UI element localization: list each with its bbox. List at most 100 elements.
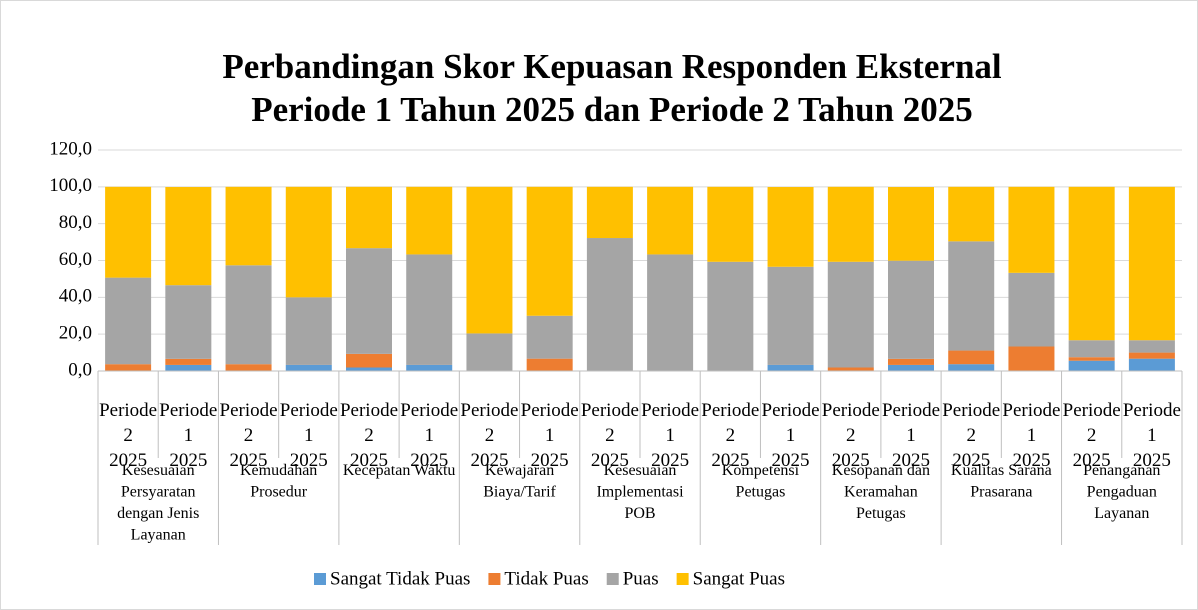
x-tick-label-line: 2025 bbox=[952, 450, 990, 471]
group-label-line: Kewajaran bbox=[485, 462, 554, 479]
x-tick-label-line: 2025 bbox=[470, 450, 508, 471]
bar-segment bbox=[767, 266, 814, 365]
x-tick-label-line: Periode bbox=[701, 400, 759, 421]
bar-segment bbox=[888, 260, 934, 359]
x-tick-label: Periode 1 2025 bbox=[641, 400, 699, 471]
x-tick-label-line: Periode bbox=[159, 400, 217, 421]
x-tick-label-line: Periode bbox=[942, 400, 1000, 421]
bar-segment bbox=[346, 186, 392, 249]
bar-segment bbox=[285, 186, 332, 298]
x-tick-label: Periode 2 2025 bbox=[99, 400, 157, 471]
x-tick-label: Periode 1 2025 bbox=[1123, 400, 1181, 471]
x-tick-label-line: Periode bbox=[1002, 400, 1060, 421]
bar-segment bbox=[105, 277, 152, 365]
legend-label: Puas bbox=[623, 568, 659, 589]
x-tick-label: Periode 2 2025 bbox=[581, 400, 639, 471]
bar-segment bbox=[1068, 360, 1115, 371]
x-tick-label: Periode 2 2025 bbox=[340, 400, 398, 471]
y-tick-label: 120,0 bbox=[49, 138, 92, 159]
bar-segment bbox=[948, 241, 995, 351]
x-tick-label-line: 1 bbox=[184, 425, 194, 446]
x-tick-label-line: Periode bbox=[882, 400, 940, 421]
group-label-line: Biaya/Tarif bbox=[483, 483, 556, 500]
group-label: Kompetensi Petugas bbox=[722, 462, 800, 501]
bar-segment bbox=[526, 358, 573, 371]
x-tick-label-line: Periode bbox=[340, 400, 398, 421]
x-tick-label-line: 2 bbox=[1087, 425, 1097, 446]
bar-segment bbox=[526, 315, 573, 359]
x-tick-label: Periode 2 2025 bbox=[822, 400, 880, 471]
x-tick-label-line: 2025 bbox=[290, 450, 328, 471]
x-tick-label-line: 2025 bbox=[169, 450, 207, 471]
x-tick-label-line: 2025 bbox=[651, 450, 689, 471]
group-label-line: Kemudahan bbox=[240, 462, 317, 479]
group-label: Kesesuaian Implementasi POB bbox=[596, 462, 684, 522]
x-tick-label-line: 2025 bbox=[591, 450, 629, 471]
x-tick-label-line: 2 bbox=[846, 425, 856, 446]
bar-segment bbox=[1008, 346, 1055, 371]
x-tick-label-line: 1 bbox=[786, 425, 796, 446]
x-tick-label-line: Periode bbox=[280, 400, 338, 421]
bar-segment bbox=[767, 364, 814, 371]
legend-label: Sangat Tidak Puas bbox=[330, 568, 470, 589]
x-tick-label-line: 2025 bbox=[1012, 450, 1050, 471]
group-label-line: Layanan bbox=[131, 526, 186, 543]
bar-segment bbox=[466, 186, 513, 334]
legend-label: Tidak Puas bbox=[504, 568, 588, 589]
x-tick-label: Periode 1 2025 bbox=[400, 400, 458, 471]
x-tick-label: Periode 1 2025 bbox=[280, 400, 338, 471]
bar-segment bbox=[165, 358, 212, 365]
bar-segment bbox=[165, 285, 212, 359]
group-label-line: dengan Jenis bbox=[117, 505, 199, 522]
bar-segment bbox=[526, 186, 573, 316]
bar-segment bbox=[406, 186, 453, 255]
y-tick-label: 100,0 bbox=[49, 175, 92, 196]
bar-segment bbox=[586, 238, 633, 371]
bar-segment bbox=[225, 186, 272, 266]
x-tick-label-line: 2 bbox=[966, 425, 976, 446]
y-tick-label: 20,0 bbox=[59, 323, 92, 344]
x-tick-label: Periode 2 2025 bbox=[220, 400, 278, 471]
bar-segment bbox=[948, 350, 995, 365]
x-tick-label-line: 1 bbox=[1147, 425, 1157, 446]
group-label: Penanganan Pengaduan Layanan bbox=[1083, 462, 1160, 522]
bar-segment bbox=[888, 187, 934, 261]
group-label: Kualitas Sarana Prasarana bbox=[951, 462, 1052, 501]
bar-segment bbox=[888, 364, 934, 371]
group-label-line: Kesesuaian bbox=[604, 462, 677, 479]
chart-title: Periode 1 Tahun 2025 dan Periode 2 Tahun… bbox=[251, 90, 973, 129]
x-tick-label-line: Periode bbox=[1063, 400, 1121, 421]
bar-segment bbox=[827, 367, 874, 371]
bar-segment bbox=[647, 254, 694, 371]
x-tick-label: Periode 1 2025 bbox=[882, 400, 940, 471]
group-label-line: Kesesuaian bbox=[122, 462, 195, 479]
x-tick-label-line: 2025 bbox=[832, 450, 870, 471]
x-tick-label-line: 2 bbox=[244, 425, 254, 446]
x-tick-label-line: 2025 bbox=[711, 450, 749, 471]
group-label-line: Persyaratan bbox=[121, 483, 196, 500]
x-tick-label-line: 2 bbox=[485, 425, 495, 446]
x-tick-label-line: 2025 bbox=[230, 450, 268, 471]
legend-swatch bbox=[676, 573, 689, 585]
y-tick-label: 80,0 bbox=[59, 212, 92, 233]
group-label-line: Layanan bbox=[1094, 505, 1149, 522]
bar-segment bbox=[1128, 358, 1175, 371]
x-tick-label-line: 2 bbox=[364, 425, 374, 446]
x-tick-label-line: 1 bbox=[665, 425, 675, 446]
x-tick-label-line: 1 bbox=[545, 425, 555, 446]
group-label-line: Pengaduan bbox=[1087, 483, 1157, 500]
legend-label: Sangat Puas bbox=[693, 568, 785, 589]
bar-segment bbox=[225, 265, 272, 365]
x-tick-label: Periode 1 2025 bbox=[521, 400, 579, 471]
x-tick-label-line: Periode bbox=[762, 400, 820, 421]
x-tick-label: Periode 1 2025 bbox=[1002, 400, 1060, 471]
bar-segment bbox=[165, 187, 212, 286]
y-tick-label: 60,0 bbox=[59, 249, 92, 270]
x-tick-label-line: 2025 bbox=[410, 450, 448, 471]
bar-segment bbox=[346, 367, 392, 371]
bar-segment bbox=[225, 364, 272, 371]
x-tick-label-line: 2025 bbox=[892, 450, 930, 471]
group-label-line: Prasarana bbox=[970, 483, 1032, 500]
group-label: Kemudahan Prosedur bbox=[240, 462, 317, 501]
bar-segment bbox=[767, 187, 814, 267]
